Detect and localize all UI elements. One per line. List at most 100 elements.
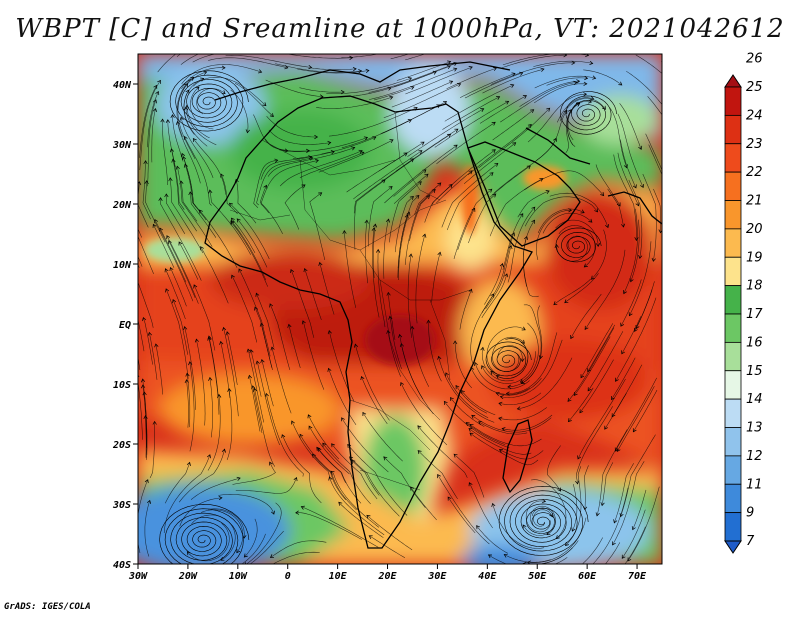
streamline-arrowhead — [322, 442, 327, 447]
streamline — [498, 407, 547, 421]
streamline-arrowhead — [531, 206, 536, 211]
streamline-arrowhead — [632, 184, 637, 189]
colorbar-label: 24 — [746, 108, 763, 123]
streamline — [299, 152, 365, 179]
streamline — [256, 157, 313, 206]
streamline-arrowhead — [200, 246, 204, 251]
streamline — [238, 268, 271, 357]
streamline-arrowhead — [303, 267, 308, 273]
streamline-arrowhead — [545, 190, 550, 195]
streamline — [648, 144, 662, 176]
streamline — [393, 65, 451, 87]
streamline — [256, 361, 280, 446]
streamline — [189, 191, 217, 238]
streamline — [411, 326, 430, 387]
streamline-arrowhead — [613, 519, 618, 524]
streamline-arrowhead — [498, 448, 504, 453]
streamline — [502, 54, 589, 66]
streamline-arrowhead — [638, 145, 643, 150]
streamline — [467, 124, 532, 176]
streamline — [523, 547, 573, 564]
streamline-arrowhead — [389, 139, 394, 143]
streamline — [661, 60, 662, 63]
vortex-spiral — [498, 485, 589, 556]
streamline-arrowhead — [600, 502, 605, 507]
streamline — [492, 336, 525, 372]
streamline — [186, 105, 210, 139]
streamline — [265, 393, 304, 477]
streamline-arrowhead — [234, 566, 238, 569]
streamline-arrowhead — [274, 158, 279, 163]
streamline — [232, 461, 276, 485]
streamline-arrowhead — [358, 149, 363, 154]
streamline — [157, 54, 177, 73]
streamline — [235, 179, 257, 224]
streamline — [481, 347, 514, 382]
streamline-arrowhead — [612, 541, 616, 546]
streamline-arrowhead — [491, 149, 496, 154]
streamline — [436, 122, 496, 165]
streamline-arrowhead — [338, 501, 343, 506]
streamline — [533, 60, 593, 67]
streamline — [519, 80, 580, 107]
streamline-arrowhead — [512, 142, 517, 147]
streamline-arrowhead — [270, 510, 275, 515]
streamline — [553, 278, 591, 305]
streamline — [488, 554, 568, 564]
streamline-arrowhead — [471, 207, 476, 212]
streamline-arrowhead — [437, 182, 442, 187]
streamline-arrowhead — [634, 237, 639, 242]
streamline-arrowhead — [349, 55, 354, 60]
streamline — [484, 263, 503, 305]
streamline — [230, 220, 267, 281]
streamline — [193, 76, 267, 106]
streamline — [601, 462, 614, 506]
streamline-arrowhead — [154, 218, 159, 224]
streamline — [347, 444, 408, 516]
streamline-arrowhead — [376, 248, 381, 253]
streamline — [624, 526, 646, 564]
streamline-arrowhead — [221, 65, 226, 70]
streamline — [259, 185, 283, 235]
colorbar-label: 12 — [746, 449, 763, 464]
streamline-arrowhead — [400, 381, 404, 387]
colorbar-label: 17 — [746, 307, 763, 322]
streamline-arrowhead — [453, 340, 458, 345]
streamline — [151, 108, 156, 163]
map-panel — [118, 54, 662, 569]
streamline — [181, 153, 202, 213]
streamline — [249, 375, 261, 432]
streamline — [149, 421, 155, 479]
streamline — [431, 252, 441, 303]
streamline-arrowhead — [153, 84, 158, 89]
streamline-arrowhead — [468, 428, 473, 432]
streamline-arrowhead — [118, 215, 121, 219]
streamline — [468, 193, 496, 244]
streamline-arrowhead — [447, 496, 452, 501]
streamline-arrowhead — [183, 326, 188, 331]
streamline — [628, 179, 643, 259]
streamline — [311, 67, 357, 70]
streamline-arrowhead — [638, 254, 643, 259]
streamline-arrowhead — [295, 510, 300, 515]
streamline — [230, 89, 249, 133]
streamline — [142, 379, 148, 460]
streamline-arrowhead — [220, 173, 225, 178]
streamline — [190, 477, 241, 500]
streamline — [533, 509, 553, 527]
streamline-arrowhead — [437, 251, 442, 256]
lat-tick-label: 40S — [113, 560, 131, 571]
lon-tick-label: 10E — [329, 571, 348, 582]
streamline-arrowhead — [417, 181, 422, 186]
streamline-arrowhead — [620, 322, 625, 327]
colorbar-segment — [724, 427, 742, 457]
streamline-arrowhead — [364, 219, 369, 224]
streamline — [189, 361, 195, 452]
streamline-arrowhead — [206, 454, 211, 459]
streamline-arrowhead — [447, 133, 452, 138]
streamline-arrowhead — [362, 411, 367, 416]
streamline — [322, 443, 371, 505]
streamline — [354, 179, 386, 250]
streamline-arrowhead — [589, 564, 593, 567]
colorbar-segment — [724, 341, 742, 372]
